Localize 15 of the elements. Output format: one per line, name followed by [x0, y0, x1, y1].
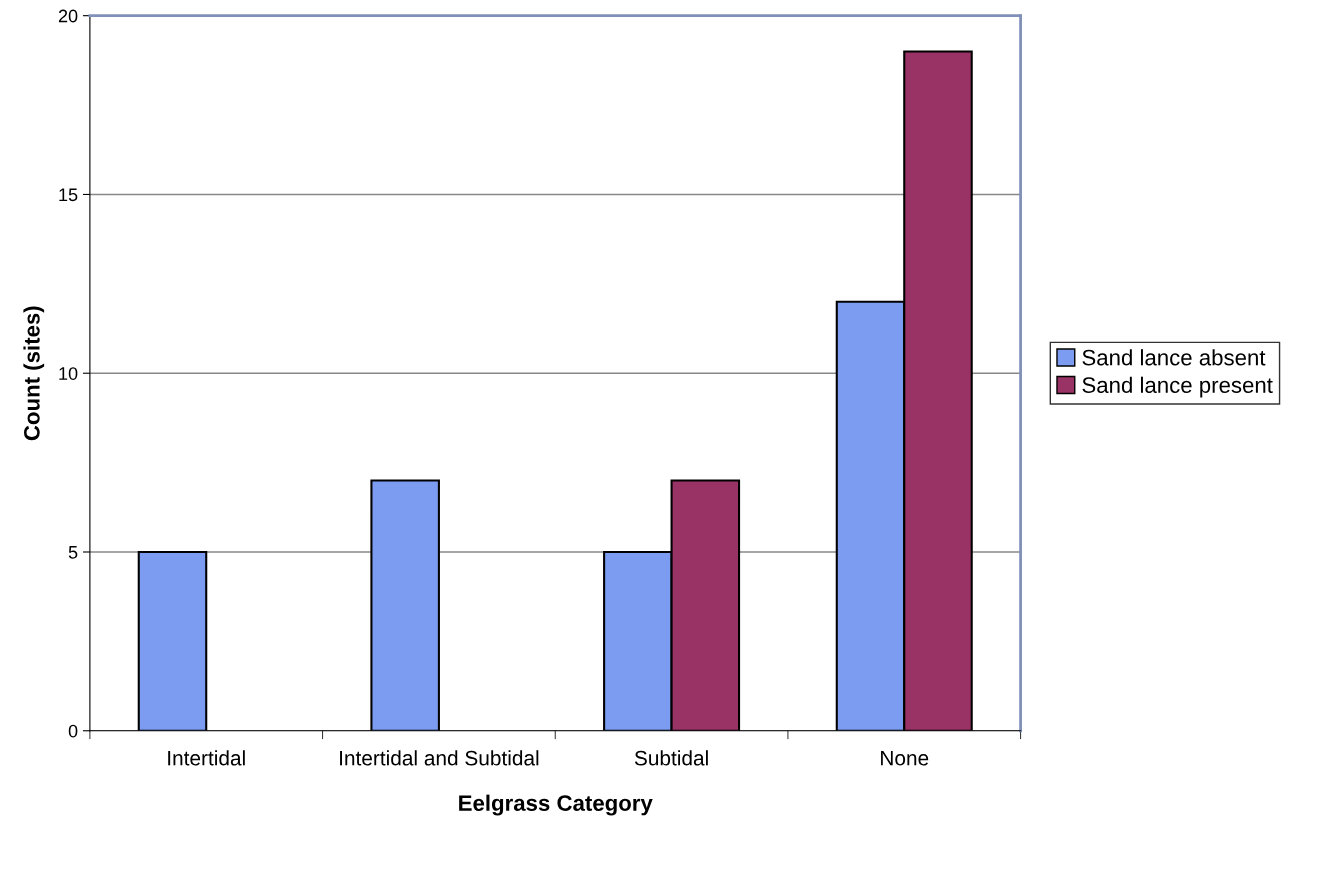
y-tick-label: 20 — [58, 9, 78, 23]
legend-label: Sand lance present — [1082, 376, 1273, 398]
x-tick-label: None — [881, 750, 929, 766]
x-axis-title: Eelgrass Category — [459, 794, 653, 816]
x-tick-label: Intertidal and Subtidal — [340, 750, 539, 766]
y-tick-label: 15 — [59, 188, 78, 202]
x-tick-label: Intertidal — [168, 750, 245, 766]
legend-label: Sand lance absent — [1082, 349, 1266, 366]
bar — [370, 479, 440, 731]
y-tick-label: 10 — [59, 367, 78, 380]
x-tick-label: Subtidal — [634, 750, 708, 766]
bar — [137, 550, 208, 731]
y-tick-label: 0 — [68, 724, 78, 738]
y-axis-title: Count (sites) — [23, 306, 45, 441]
y-tick-label: 5 — [68, 546, 78, 559]
